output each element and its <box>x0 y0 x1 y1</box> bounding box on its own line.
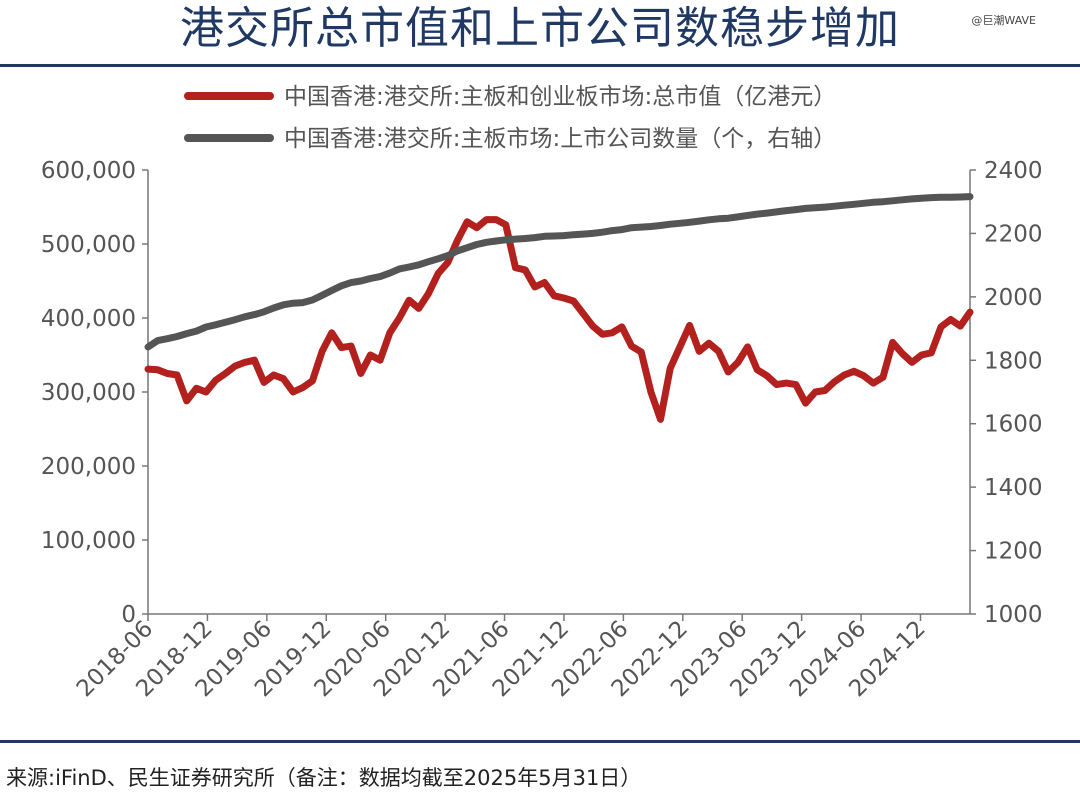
legend-label-market-cap: 中国香港:港交所:主板和创业板市场:总市值（亿港元） <box>284 84 836 110</box>
y-right-tick-label: 1000 <box>984 602 1043 628</box>
watermark: @巨潮WAVE <box>971 14 1036 27</box>
y-right-tick-label: 2000 <box>984 285 1043 311</box>
y-right-tick-label: 2200 <box>984 221 1043 247</box>
page-title: 港交所总市值和上市公司数稳步增加 <box>180 3 900 54</box>
series-line-company-count <box>144 193 974 351</box>
y-right-tick-label: 2400 <box>984 158 1043 184</box>
legend-label-company-count: 中国香港:港交所:主板市场:上市公司数量（个，右轴） <box>284 126 836 152</box>
y-right-tick-label: 1200 <box>984 539 1043 565</box>
chart-series <box>144 193 974 423</box>
y-left-tick-label: 100,000 <box>41 528 136 554</box>
y-left-tick-label: 400,000 <box>41 306 136 332</box>
y-right-tick-label: 1800 <box>984 348 1043 374</box>
top-rule <box>0 64 1080 67</box>
y-right-tick-label: 1400 <box>984 475 1043 501</box>
y-left-tick-label: 500,000 <box>41 232 136 258</box>
legend: 中国香港:港交所:主板和创业板市场:总市值（亿港元） 中国香港:港交所:主板市场:… <box>184 84 836 152</box>
y-left-tick-label: 300,000 <box>41 380 136 406</box>
y-left-tick-label: 600,000 <box>41 158 136 184</box>
source-note: 来源:iFinD、民生证券研究所（备注：数据均截至2025年5月31日） <box>6 766 642 790</box>
y-left-tick-label: 200,000 <box>41 454 136 480</box>
series-line-market-cap <box>144 216 974 423</box>
bottom-rule <box>0 740 1080 743</box>
chart-svg: 中国香港:港交所:主板和创业板市场:总市值（亿港元） 中国香港:港交所:主板市场:… <box>41 84 1043 702</box>
y-right-tick-label: 1600 <box>984 412 1043 438</box>
y-left-tick-label: 0 <box>121 602 136 628</box>
